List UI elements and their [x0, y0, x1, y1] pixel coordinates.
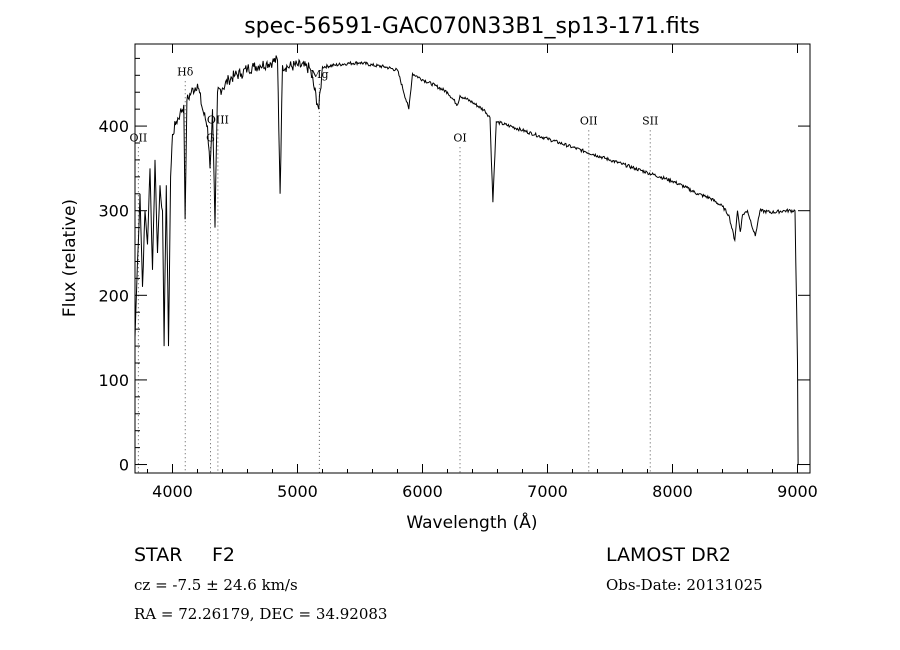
y-tick-label-2: 200 — [98, 286, 129, 305]
velocity-readout: cz = -7.5 ± 24.6 km/s — [134, 576, 298, 594]
y-tick-label-0: 0 — [119, 456, 129, 475]
object-subclass: F2 — [212, 544, 235, 566]
survey-name: LAMOST DR2 — [606, 544, 731, 566]
info-footer: STAR F2 LAMOST DR2 cz = -7.5 ± 24.6 km/s… — [134, 544, 763, 623]
marker-label-3: OIII — [207, 114, 229, 127]
marker-label-7: SII — [642, 114, 658, 127]
y-axis-label: Flux (relative) — [60, 199, 80, 317]
x-tick-label-4: 8000 — [652, 482, 693, 501]
chart-title: spec-56591-GAC070N33B1_sp13-171.fits — [244, 14, 700, 39]
marker-label-6: OII — [580, 114, 598, 127]
spectral-line-markers: OII Hδ G OIII Mg OI OII SII — [130, 65, 658, 473]
x-tick-label-3: 7000 — [527, 482, 568, 501]
x-tick-label-1: 5000 — [277, 482, 318, 501]
x-tick-label-5: 9000 — [777, 482, 818, 501]
x-axis-label: Wavelength (Å) — [406, 511, 537, 533]
x-tick-label-2: 6000 — [402, 482, 443, 501]
x-axis-ticks: 4000 5000 6000 7000 8000 9000 — [147, 44, 818, 501]
marker-label-1: Hδ — [177, 65, 194, 78]
y-tick-label-4: 400 — [98, 117, 129, 136]
plot-frame — [134, 43, 811, 474]
observation-date: Obs-Date: 20131025 — [606, 576, 763, 594]
object-class: STAR — [134, 544, 182, 566]
marker-label-5: OI — [453, 131, 466, 144]
marker-label-0: OII — [130, 131, 148, 144]
y-axis-ticks: 0 100 200 300 400 — [98, 57, 810, 475]
y-tick-label-1: 100 — [98, 371, 129, 390]
marker-label-4: Mg — [310, 68, 328, 81]
marker-label-2: G — [206, 131, 215, 144]
y-tick-label-3: 300 — [98, 202, 129, 221]
x-tick-label-0: 4000 — [152, 482, 193, 501]
spectrum-series-line — [134, 55, 799, 465]
coordinates-readout: RA = 72.26179, DEC = 34.92083 — [134, 605, 387, 623]
